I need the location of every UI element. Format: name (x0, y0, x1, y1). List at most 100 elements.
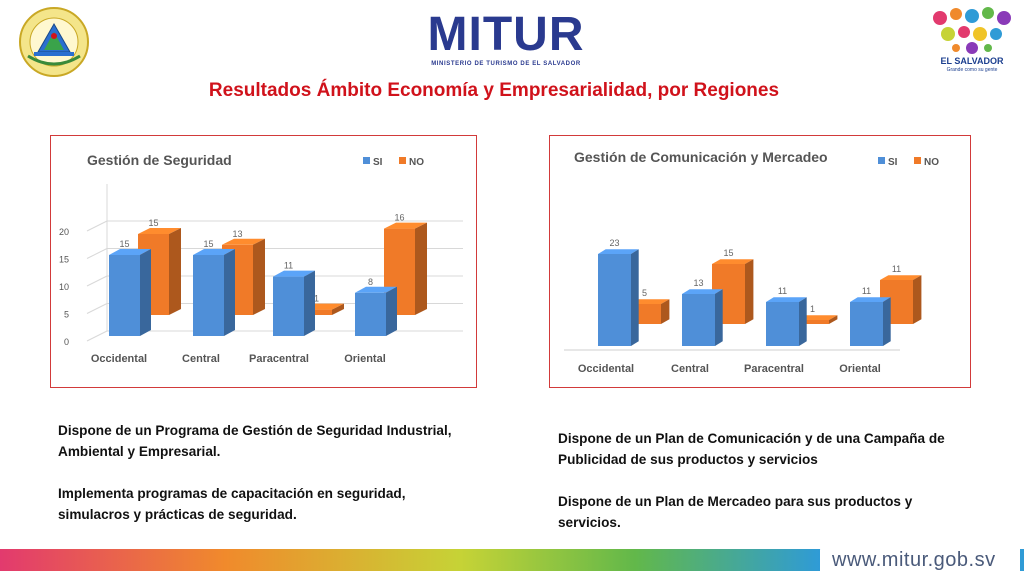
chart1-bar-si-0-top (598, 249, 639, 254)
chart0-bar-si-0-side (140, 249, 151, 336)
chart0-label-no-0: 15 (148, 218, 158, 228)
chart1-bar-no-2-side (829, 315, 838, 324)
chart1-label-si-3: 11 (862, 286, 871, 296)
chart0-label-no-1: 13 (232, 229, 242, 239)
chart1-bar-no-1-side (745, 259, 754, 324)
chart0-label-si-0: 15 (119, 239, 129, 249)
chart1-bar-si-2 (766, 297, 807, 346)
mitur-brand: MITUR (427, 8, 585, 61)
chart0-ytick-2: 10 (59, 282, 69, 292)
right-paragraph-1: Dispone de un Plan de Comunicación y de … (558, 431, 945, 467)
chart1-label-si-0: 23 (609, 238, 619, 248)
chart0-bar-si-0-top (109, 249, 151, 255)
chart0-bar-si-2 (273, 270, 315, 336)
chart0-bar-si-1-top (193, 249, 235, 255)
left-paragraph-2: Implementa programas de capacitación en … (58, 486, 406, 522)
chart0-gridline-diag-1 (86, 303, 108, 314)
chart0-ytick-1: 5 (64, 310, 69, 320)
chart1-bar-si-1-side (715, 289, 723, 346)
chart0-category-oriental: Oriental (344, 353, 386, 365)
chart0-bar-si-2-side (304, 270, 315, 336)
chart0-legend-swatch-no (399, 157, 406, 164)
chart0-gridline-diag-4 (86, 220, 108, 232)
chart0-bar-si-3-side (386, 286, 397, 336)
chart0-bar-no-1-top (222, 238, 265, 245)
footer-color-band (0, 549, 1024, 571)
chart0-ytick-3: 15 (59, 255, 69, 265)
chart1-label-no-1: 15 (723, 248, 733, 258)
footer-url: www.mitur.gob.sv (832, 549, 996, 571)
chart1-bar-no-1-top (712, 259, 754, 264)
chart0-bar-no-3-side (415, 222, 427, 315)
chart0-bar-si-3-front (355, 292, 386, 336)
chart1-category-occidental: Occidental (578, 363, 634, 375)
chart1-label-si-2: 11 (778, 286, 787, 296)
chart1-bar-si-1-top (682, 289, 723, 294)
chart0-bar-si-1-side (224, 249, 235, 336)
chart1-bar-si-3-front (850, 302, 883, 346)
chart1-legend-label-no: NO (924, 157, 939, 168)
chart0-label-no-3: 16 (394, 213, 404, 223)
chart0-bar-no-0-top (138, 228, 181, 234)
chart0-label-no-2: 1 (314, 294, 319, 304)
left-paragraph-1: Dispone de un Programa de Gestión de Seg… (58, 423, 452, 459)
chart0-label-si-1: 15 (203, 239, 213, 249)
chart1-bar-si-2-side (799, 297, 807, 346)
page-title: Resultados Ámbito Economía y Empresarial… (208, 80, 780, 101)
left-description: Dispone de un Programa de Gestión de Seg… (58, 420, 458, 546)
chart1-label-si-1: 13 (693, 278, 703, 288)
chart1-bar-si-3-top (850, 297, 891, 302)
chart1-legend-swatch-no (914, 157, 921, 164)
chart0-bar-si-3 (355, 286, 397, 336)
chart1-bar-si-2-front (766, 302, 799, 346)
mitur-subtitle: MINISTERIO DE TURISMO DE EL SALVADOR (431, 61, 581, 67)
chart0-bar-si-0-front (109, 255, 140, 336)
chart0-ytick-4: 20 (59, 227, 69, 237)
chart-gestion-seguridad-svg: Gestión de Seguridad SI NO 0 5 10 15 20 15 13 1 16 1… (59, 152, 463, 365)
mitur-logo: MITUR MINISTERIO DE TURISMO DE EL SALVAD… (418, 10, 594, 72)
chart0-gridline-diag-0 (86, 330, 108, 342)
chart1-bar-si-1 (682, 289, 723, 346)
chart0-title: Gestión de Seguridad (87, 152, 232, 168)
chart0-category-paracentral: Paracentral (249, 353, 309, 365)
chart1-legend-swatch-si (878, 157, 885, 164)
chart1-bar-no-2-front (796, 320, 829, 324)
chart1-bar-si-3 (850, 297, 891, 346)
chart-gestion-comunicacion-mercadeo: Gestión de Comunicación y Mercadeo SI NO 5 1… (549, 135, 971, 388)
chart0-bar-no-1-side (253, 238, 265, 315)
chart1-bar-si-1-front (682, 294, 715, 346)
chart0-bar-si-1 (193, 249, 235, 336)
el-salvador-seal-logo (10, 6, 98, 78)
chart0-bar-no-2-front (301, 309, 332, 315)
chart1-title: Gestión de Comunicación y Mercadeo (574, 149, 828, 165)
chart1-bar-no-3-side (913, 275, 922, 324)
chart0-label-si-3: 8 (368, 277, 373, 287)
el-salvador-wordmark: EL SALVADOR (940, 56, 1004, 66)
chart0-gridline-diag-2 (86, 275, 108, 287)
chart1-bar-si-3-side (883, 297, 891, 346)
chart0-bar-si-2-top (273, 270, 315, 277)
chart0-legend-swatch-si (363, 157, 370, 164)
chart1-category-paracentral: Paracentral (744, 363, 804, 375)
chart0-label-si-2: 11 (284, 261, 293, 271)
chart0-category-occidental: Occidental (91, 353, 147, 365)
el-salvador-brand-logo: EL SALVADOR Grande como su gente (926, 4, 1018, 76)
chart1-label-no-2: 1 (810, 304, 815, 314)
chart1-bar-si-2-top (766, 297, 807, 302)
chart1-category-central: Central (671, 363, 709, 375)
chart1-label-no-3: 11 (892, 264, 901, 274)
chart0-bar-no-2-side (332, 303, 344, 315)
chart1-bar-si-0-front (598, 254, 631, 346)
chart-gestion-comunicacion-mercadeo-svg: Gestión de Comunicación y Mercadeo SI NO 5 1… (564, 149, 939, 375)
footer-url-box: www.mitur.gob.sv (820, 548, 1020, 574)
chart0-bar-no-0-side (169, 228, 181, 315)
chart1-bar-no-0-side (661, 299, 670, 324)
chart1-bar-si-0-side (631, 249, 639, 346)
chart1-category-oriental: Oriental (839, 363, 881, 375)
chart0-bar-no-3-top (384, 222, 427, 229)
chart0-bar-si-2-front (273, 276, 304, 336)
el-salvador-tagline: Grande como su gente (946, 67, 998, 73)
chart1-legend-label-si: SI (888, 157, 898, 168)
chart0-bar-no-3 (384, 222, 427, 315)
chart0-category-central: Central (182, 353, 220, 365)
